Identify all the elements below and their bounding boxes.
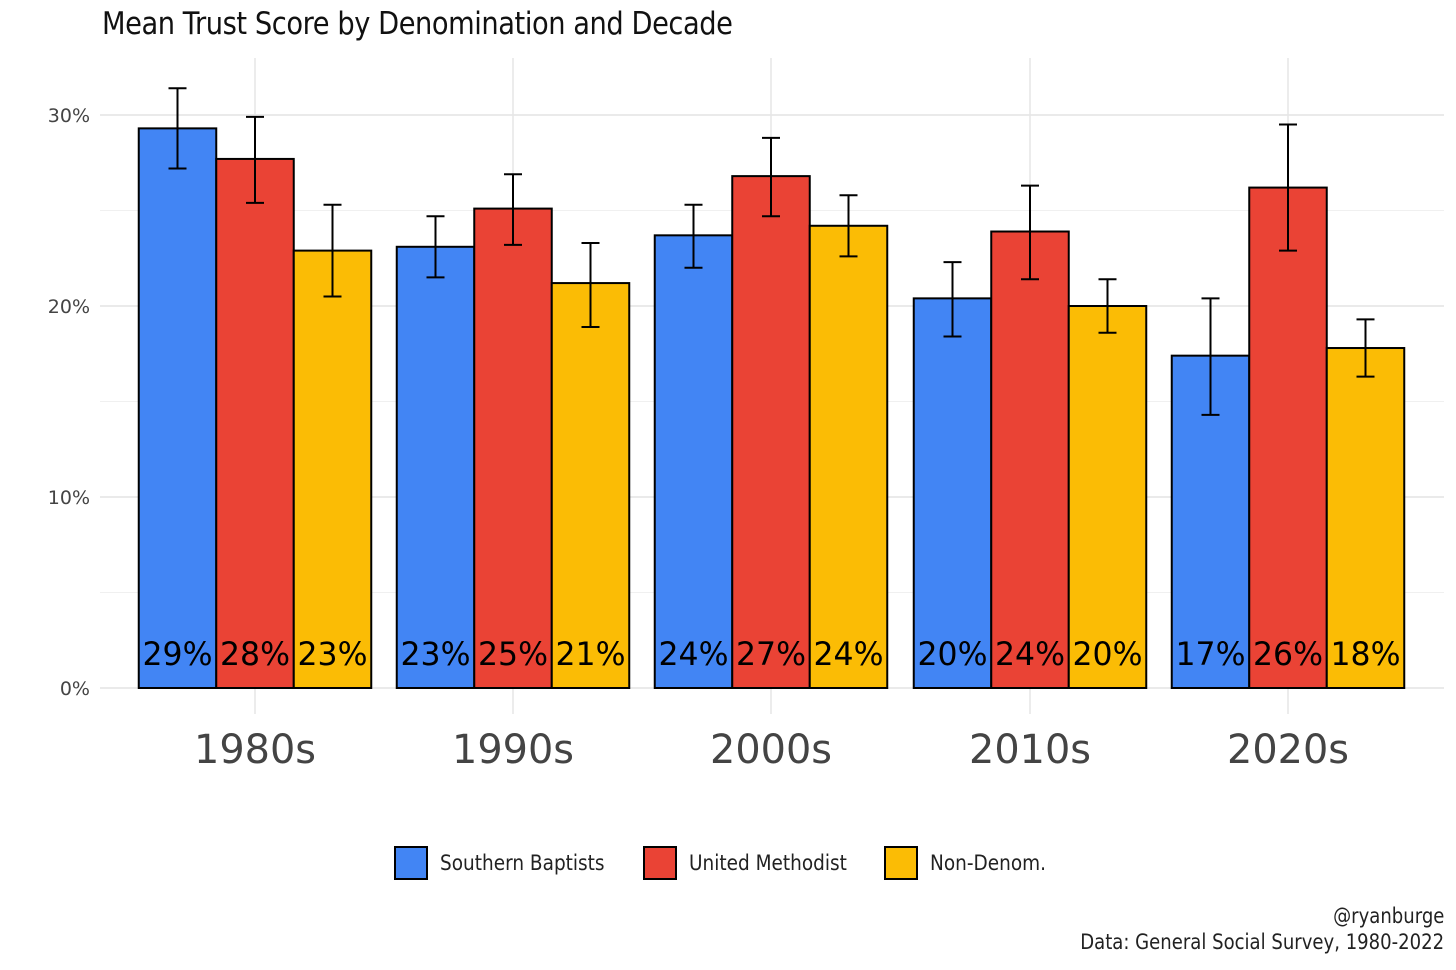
bar (1248, 186, 1328, 690)
data-label: 18% (1331, 635, 1401, 673)
data-label: 23% (298, 635, 368, 673)
caption-handle: @ryanburge (1332, 904, 1444, 928)
data-label: 17% (1176, 635, 1246, 673)
caption-source: Data: General Social Survey, 1980-2022 (1080, 930, 1444, 954)
bar (1325, 347, 1406, 689)
bar (215, 157, 295, 689)
legend-item: Non-Denom. (884, 846, 1062, 880)
data-label: 25% (478, 635, 548, 673)
legend-item: Southern Baptists (393, 846, 627, 880)
bar (1067, 305, 1148, 689)
data-label: 26% (1253, 635, 1323, 673)
x-tick-label: 1980s (194, 727, 316, 773)
bar (808, 224, 889, 689)
data-label: 24% (659, 635, 729, 673)
legend-label: Southern Baptists (439, 851, 605, 875)
x-tick-label: 2020s (1227, 727, 1349, 773)
data-label: 29% (143, 635, 213, 673)
bar (473, 207, 553, 689)
legend-swatch (884, 846, 919, 880)
legend-swatch (393, 846, 428, 880)
bar (731, 175, 811, 689)
data-label: 20% (1073, 635, 1143, 673)
data-label: 24% (995, 635, 1065, 673)
data-label: 28% (220, 635, 290, 673)
x-tick-label: 2010s (969, 727, 1091, 773)
bar (137, 127, 218, 689)
data-label: 23% (401, 635, 471, 673)
legend-swatch (642, 846, 677, 880)
y-tick-label: 0% (60, 678, 90, 700)
y-tick-label: 30% (48, 105, 90, 127)
legend: Southern Baptists United Methodist Non-Den… (0, 846, 1456, 880)
legend-label: Non-Denom. (930, 851, 1047, 875)
data-label: 21% (556, 635, 626, 673)
bar (990, 230, 1070, 689)
y-tick-label: 10% (48, 487, 90, 509)
x-tick-label: 2000s (710, 727, 832, 773)
bar (292, 249, 373, 690)
bar (653, 234, 734, 690)
legend-item: United Methodist (642, 846, 868, 880)
x-tick-label: 1990s (452, 727, 574, 773)
legend-label: United Methodist (688, 851, 847, 875)
bar (550, 282, 631, 689)
y-tick-label: 20% (48, 296, 90, 318)
chart-title: Mean Trust Score by Denomination and Dec… (102, 6, 733, 42)
bar (912, 297, 993, 689)
data-label: 24% (814, 635, 884, 673)
bar (395, 245, 476, 689)
data-label: 20% (918, 635, 988, 673)
data-label: 27% (736, 635, 806, 673)
